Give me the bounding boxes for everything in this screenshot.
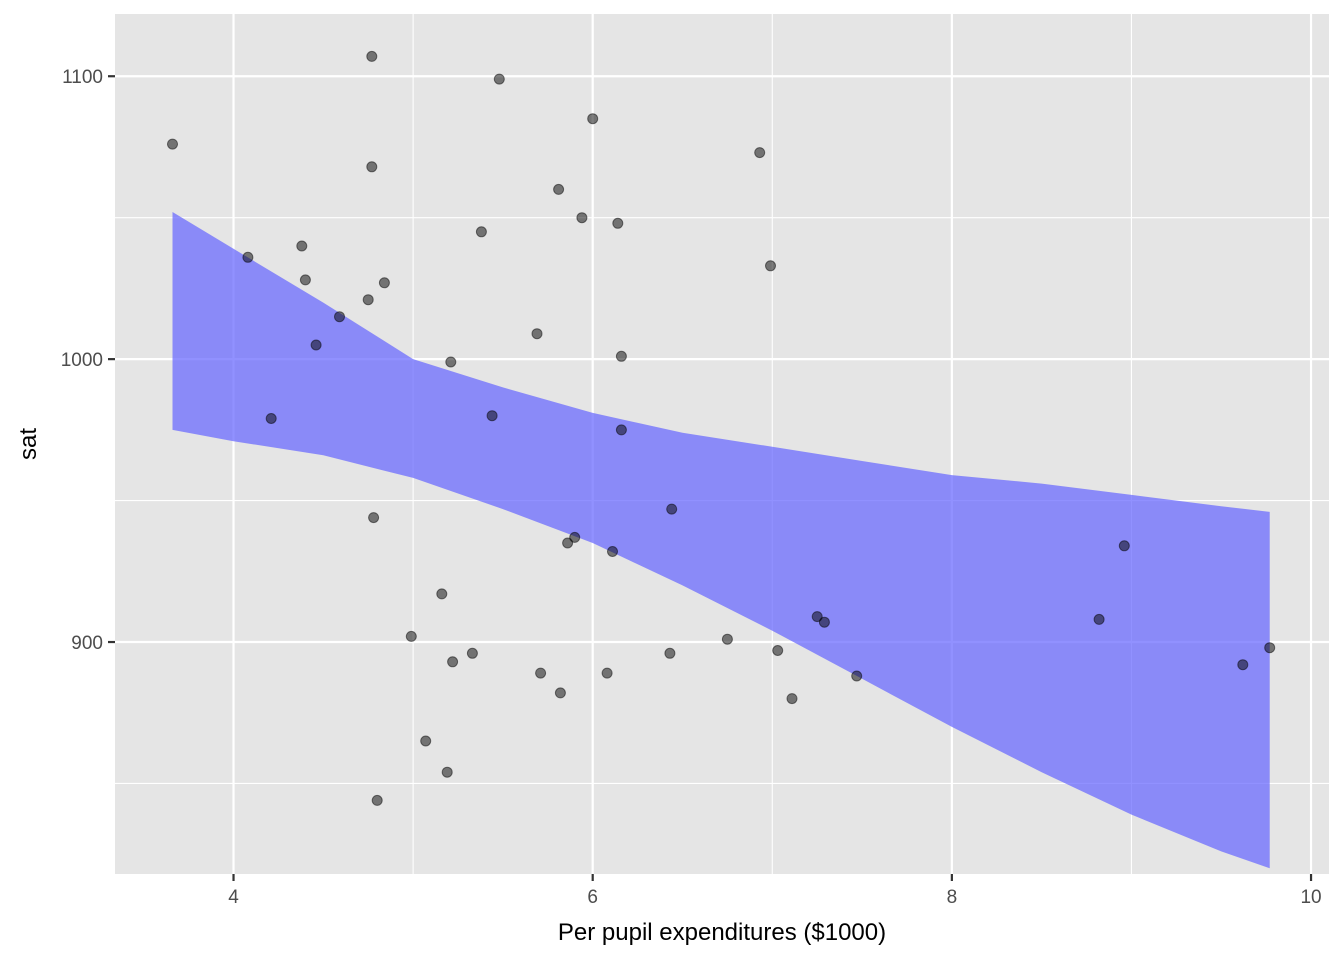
data-point <box>493 73 505 85</box>
data-point <box>576 212 588 224</box>
data-point <box>554 687 566 699</box>
data-point <box>772 645 784 656</box>
data-point <box>445 356 457 368</box>
data-point <box>811 611 823 623</box>
data-point <box>466 647 478 659</box>
x-tick-label: 6 <box>587 887 598 908</box>
axis-tick-labels: 4 6 8 10 900 1000 1100 <box>61 67 1322 908</box>
data-point <box>334 311 345 323</box>
x-tick-label: 4 <box>228 887 239 908</box>
data-point <box>765 260 776 272</box>
data-point <box>362 294 374 306</box>
data-point <box>371 794 383 806</box>
data-point <box>420 735 432 747</box>
x-tick-label: 10 <box>1300 887 1321 908</box>
data-point <box>1264 642 1276 654</box>
data-point <box>475 226 487 238</box>
data-point <box>436 588 448 600</box>
confidence-band-layer <box>172 212 1270 869</box>
data-point <box>754 147 766 159</box>
data-point <box>1118 540 1130 552</box>
data-point <box>615 424 627 436</box>
data-point <box>265 413 277 424</box>
data-point <box>486 410 498 422</box>
axis-ticks <box>108 75 1313 881</box>
confidence-band <box>172 212 1270 869</box>
data-point <box>615 350 627 362</box>
data-point <box>721 633 733 645</box>
data-point <box>405 630 417 642</box>
x-tick-label: 8 <box>947 887 958 908</box>
data-point <box>366 161 378 173</box>
data-point <box>666 503 678 515</box>
data-point <box>447 656 459 668</box>
y-tick-label: 1100 <box>62 67 103 88</box>
data-point <box>242 251 254 263</box>
y-tick-label: 900 <box>71 633 103 654</box>
data-point <box>1093 613 1105 625</box>
data-point <box>368 512 380 524</box>
data-point <box>851 670 863 682</box>
data-point <box>553 183 565 195</box>
data-point <box>535 667 547 679</box>
data-point <box>569 531 581 543</box>
data-point <box>310 339 322 351</box>
x-axis-title: Per pupil expenditures ($1000) <box>558 919 886 946</box>
data-point <box>167 138 178 150</box>
y-axis-title: sat <box>15 428 42 460</box>
minor-gridlines <box>115 14 1329 874</box>
data-point <box>441 766 453 778</box>
data-point <box>531 328 543 340</box>
data-point <box>612 217 624 229</box>
data-point <box>296 240 308 252</box>
data-point <box>607 546 618 557</box>
data-point <box>786 693 798 705</box>
data-points-layer <box>167 50 1276 806</box>
data-point <box>818 616 830 628</box>
data-point <box>299 274 311 286</box>
data-point <box>1237 659 1249 671</box>
y-tick-label: 1000 <box>61 350 103 371</box>
data-point <box>601 667 613 679</box>
data-point <box>562 537 574 549</box>
data-point <box>378 277 390 289</box>
data-point <box>664 647 676 659</box>
data-point <box>366 50 378 62</box>
data-point <box>587 113 599 125</box>
